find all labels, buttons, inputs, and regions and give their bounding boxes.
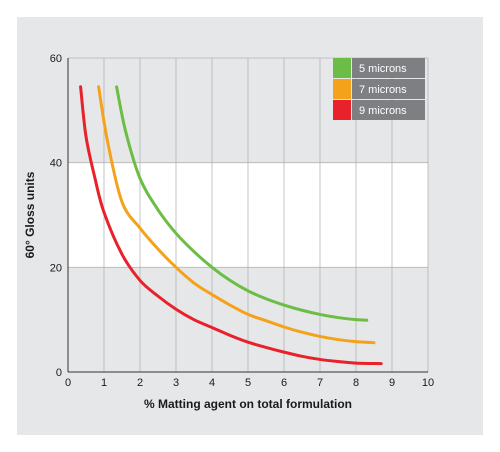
series-lines bbox=[79, 85, 383, 366]
legend-swatch-7-microns bbox=[333, 79, 351, 99]
x-tick-label: 6 bbox=[281, 377, 287, 389]
legend-swatch-5-microns bbox=[333, 58, 351, 78]
x-tick-label: 0 bbox=[65, 377, 71, 389]
x-tick-label: 9 bbox=[389, 377, 395, 389]
x-tick-label: 8 bbox=[353, 377, 359, 389]
series-line-7-microns bbox=[97, 85, 376, 345]
x-tick-label: 5 bbox=[245, 377, 251, 389]
y-tick-label: 60 bbox=[50, 53, 62, 65]
x-tick-label: 10 bbox=[422, 377, 434, 389]
y-axis-label: 60° Gloss units bbox=[23, 171, 37, 258]
x-tick-label: 4 bbox=[209, 377, 215, 389]
y-tick-labels: 0 20 40 60 bbox=[50, 53, 62, 379]
x-tick-label: 1 bbox=[101, 377, 107, 389]
x-axis-label: % Matting agent on total formulation bbox=[144, 397, 352, 411]
series-line-9-microns bbox=[79, 85, 383, 366]
legend-label: 9 microns bbox=[359, 105, 407, 117]
series-line-5-microns bbox=[115, 85, 369, 322]
legend-label-box bbox=[352, 100, 425, 120]
x-tick-label: 2 bbox=[137, 377, 143, 389]
x-tick-label: 3 bbox=[173, 377, 179, 389]
legend-label: 7 microns bbox=[359, 84, 407, 96]
x-tick-label: 7 bbox=[317, 377, 323, 389]
legend-swatch-9-microns bbox=[333, 100, 351, 120]
x-tick-labels: 0 1 2 3 4 5 6 7 8 9 10 bbox=[65, 377, 434, 389]
axes bbox=[67, 58, 428, 373]
y-tick-label: 20 bbox=[50, 262, 62, 274]
y-tick-label: 0 bbox=[56, 367, 62, 379]
legend-label-box bbox=[352, 58, 425, 78]
legend: 5 microns 7 microns 9 microns bbox=[333, 58, 425, 120]
legend-label-box bbox=[352, 79, 425, 99]
y-tick-label: 40 bbox=[50, 158, 62, 170]
legend-label: 5 microns bbox=[359, 63, 407, 75]
